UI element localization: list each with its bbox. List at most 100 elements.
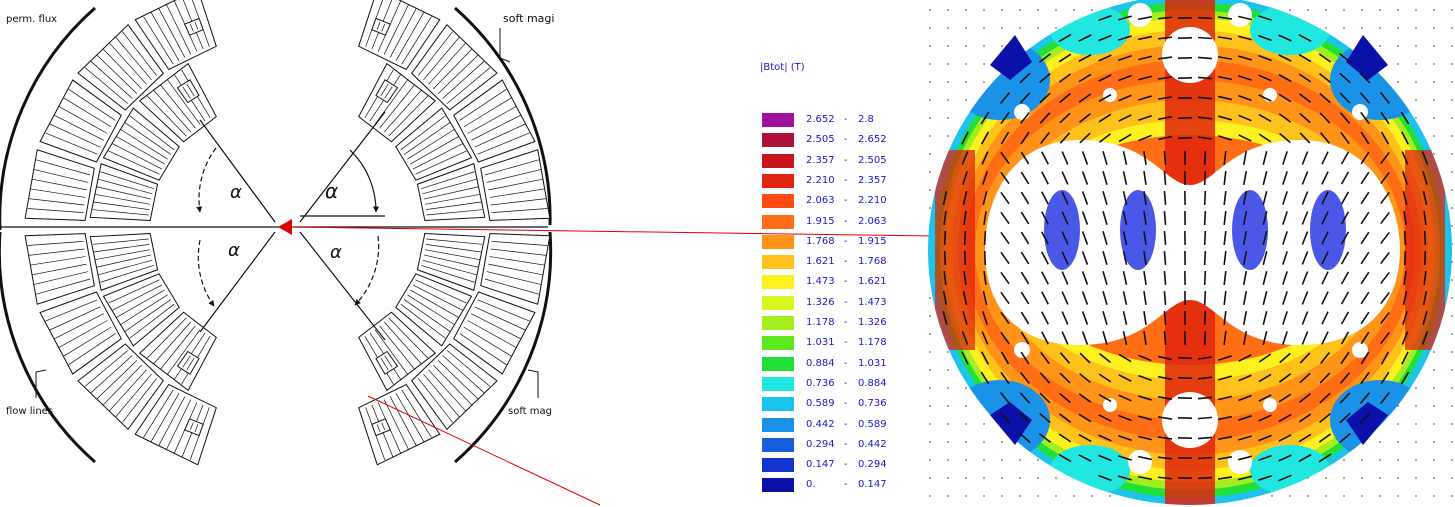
legend-separator: - [844, 134, 848, 146]
legend-swatch [762, 295, 794, 310]
legend-separator: - [844, 418, 848, 430]
legend-low-value: 2.505 [806, 134, 835, 146]
aperture [985, 140, 1400, 345]
legend-item: 2.652-2.8 [762, 113, 902, 129]
legend-item: 1.621-1.768 [762, 255, 902, 271]
legend-high-value: 0.442 [858, 438, 887, 450]
legend-low-value: 1.326 [806, 296, 835, 308]
legend-separator: - [844, 276, 848, 288]
legend-item: 2.357-2.505 [762, 153, 902, 170]
legend-item: 0.736-0.884 [762, 376, 902, 393]
legend-low-value: 1.031 [806, 337, 835, 349]
coil-lobe-right-inner [1232, 190, 1268, 270]
coil-block [416, 163, 486, 291]
coil-block [411, 23, 498, 431]
legend-item: 0.589-0.736 [762, 397, 902, 413]
coil-block [371, 17, 391, 437]
coil-lobe-left-inner [1120, 190, 1156, 270]
legend-low-value: 0.589 [806, 398, 835, 410]
legend-title: |Btot| (T) [760, 62, 805, 73]
angle-label-lower-left: α [228, 240, 240, 261]
background-grid-dots [929, 9, 1453, 497]
legend-low-value: 0.294 [806, 438, 835, 450]
legend-low-value: 1.621 [806, 256, 835, 268]
magnet-cross-section: α α α α perm. flux soft magi flow lines … [0, 0, 554, 466]
legend-high-value: 2.357 [858, 174, 887, 186]
legend-swatch [762, 376, 794, 391]
legend-swatch [762, 316, 794, 330]
legend-low-value: 2.210 [806, 174, 835, 186]
coil-block [89, 163, 159, 291]
angle-label-upper-right: α [325, 179, 338, 203]
coil-lobe-left-outer [1044, 190, 1080, 270]
legend-low-value: 0. [806, 479, 816, 491]
legend-swatch [762, 234, 794, 249]
legend-separator: - [844, 459, 848, 471]
outer-arc-right [454, 6, 552, 226]
legend-high-value: 0.589 [858, 418, 887, 430]
yoke-holes [1014, 3, 1368, 474]
angle-lines [196, 111, 386, 341]
legend-swatch [762, 478, 794, 493]
legend-swatch [762, 113, 794, 127]
legend-item: 2.063-2.210 [762, 194, 902, 210]
outer-arc-left-bottom [0, 232, 96, 464]
legend-low-value: 0.736 [806, 377, 835, 389]
legend-item: 0.442-0.589 [762, 417, 902, 434]
legend-low-value: 0.147 [806, 459, 835, 471]
label-bottom-left: flow lines [6, 406, 53, 417]
legend-item: 1.915-2.063 [762, 214, 902, 231]
legend-separator: - [844, 195, 848, 207]
coil-lobe-right-outer [1310, 190, 1346, 270]
pointer-triangle [278, 219, 292, 235]
legend-high-value: 2.8 [858, 114, 874, 125]
connector-line-midplane [291, 226, 936, 237]
legend-high-value: 1.031 [858, 357, 887, 369]
legend-item: 0. -0.147 [762, 478, 902, 494]
legend-separator: - [844, 357, 848, 369]
label-top-right: soft magi [503, 12, 554, 25]
legend-high-value: 1.915 [858, 235, 887, 247]
legend-swatch [762, 356, 794, 371]
legend-high-value: 0.736 [858, 398, 887, 410]
legend-swatch [762, 133, 794, 148]
field-vectors [942, 14, 1429, 482]
legend-item: 1.031-1.178 [762, 336, 902, 352]
legend-high-value: 1.768 [858, 256, 887, 268]
legend-swatch [762, 275, 794, 290]
legend-swatch [762, 397, 794, 412]
legend-low-value: 1.915 [806, 215, 835, 227]
legend-swatch [762, 336, 794, 351]
legend-separator: - [844, 174, 848, 186]
coil-block [39, 79, 122, 375]
legend-item: 1.178-1.326 [762, 316, 902, 332]
legend-swatch [762, 153, 794, 168]
coil-block [77, 23, 164, 431]
legend-separator: - [844, 296, 848, 308]
legend-separator: - [844, 398, 848, 410]
legend-separator: - [844, 215, 848, 227]
coil-block [395, 107, 473, 347]
legend-high-value: 1.178 [858, 337, 887, 349]
legend-low-value: 2.357 [806, 154, 835, 166]
legend-swatch [762, 458, 794, 473]
legend-high-value: 1.326 [858, 317, 887, 328]
legend-high-value: 2.210 [858, 195, 887, 207]
legend-high-value: 2.652 [858, 134, 887, 146]
legend-high-value: 2.063 [858, 215, 887, 227]
legend-separator: - [844, 337, 848, 349]
legend-separator: - [844, 438, 848, 450]
legend-separator: - [844, 479, 848, 491]
legend-separator: - [844, 154, 848, 166]
legend-separator: - [844, 114, 848, 125]
coil-block [24, 149, 95, 305]
legend-low-value: 2.652 [806, 114, 835, 125]
legend-high-value: 2.505 [858, 154, 887, 166]
coil-block [358, 0, 441, 466]
angle-label-upper-left: α [230, 182, 242, 203]
outer-arc-left [0, 6, 96, 230]
legend-swatch [762, 417, 794, 432]
legend-low-value: 1.178 [806, 317, 835, 328]
legend-low-value: 0.442 [806, 418, 835, 430]
legend-item: 0.884-1.031 [762, 356, 902, 373]
